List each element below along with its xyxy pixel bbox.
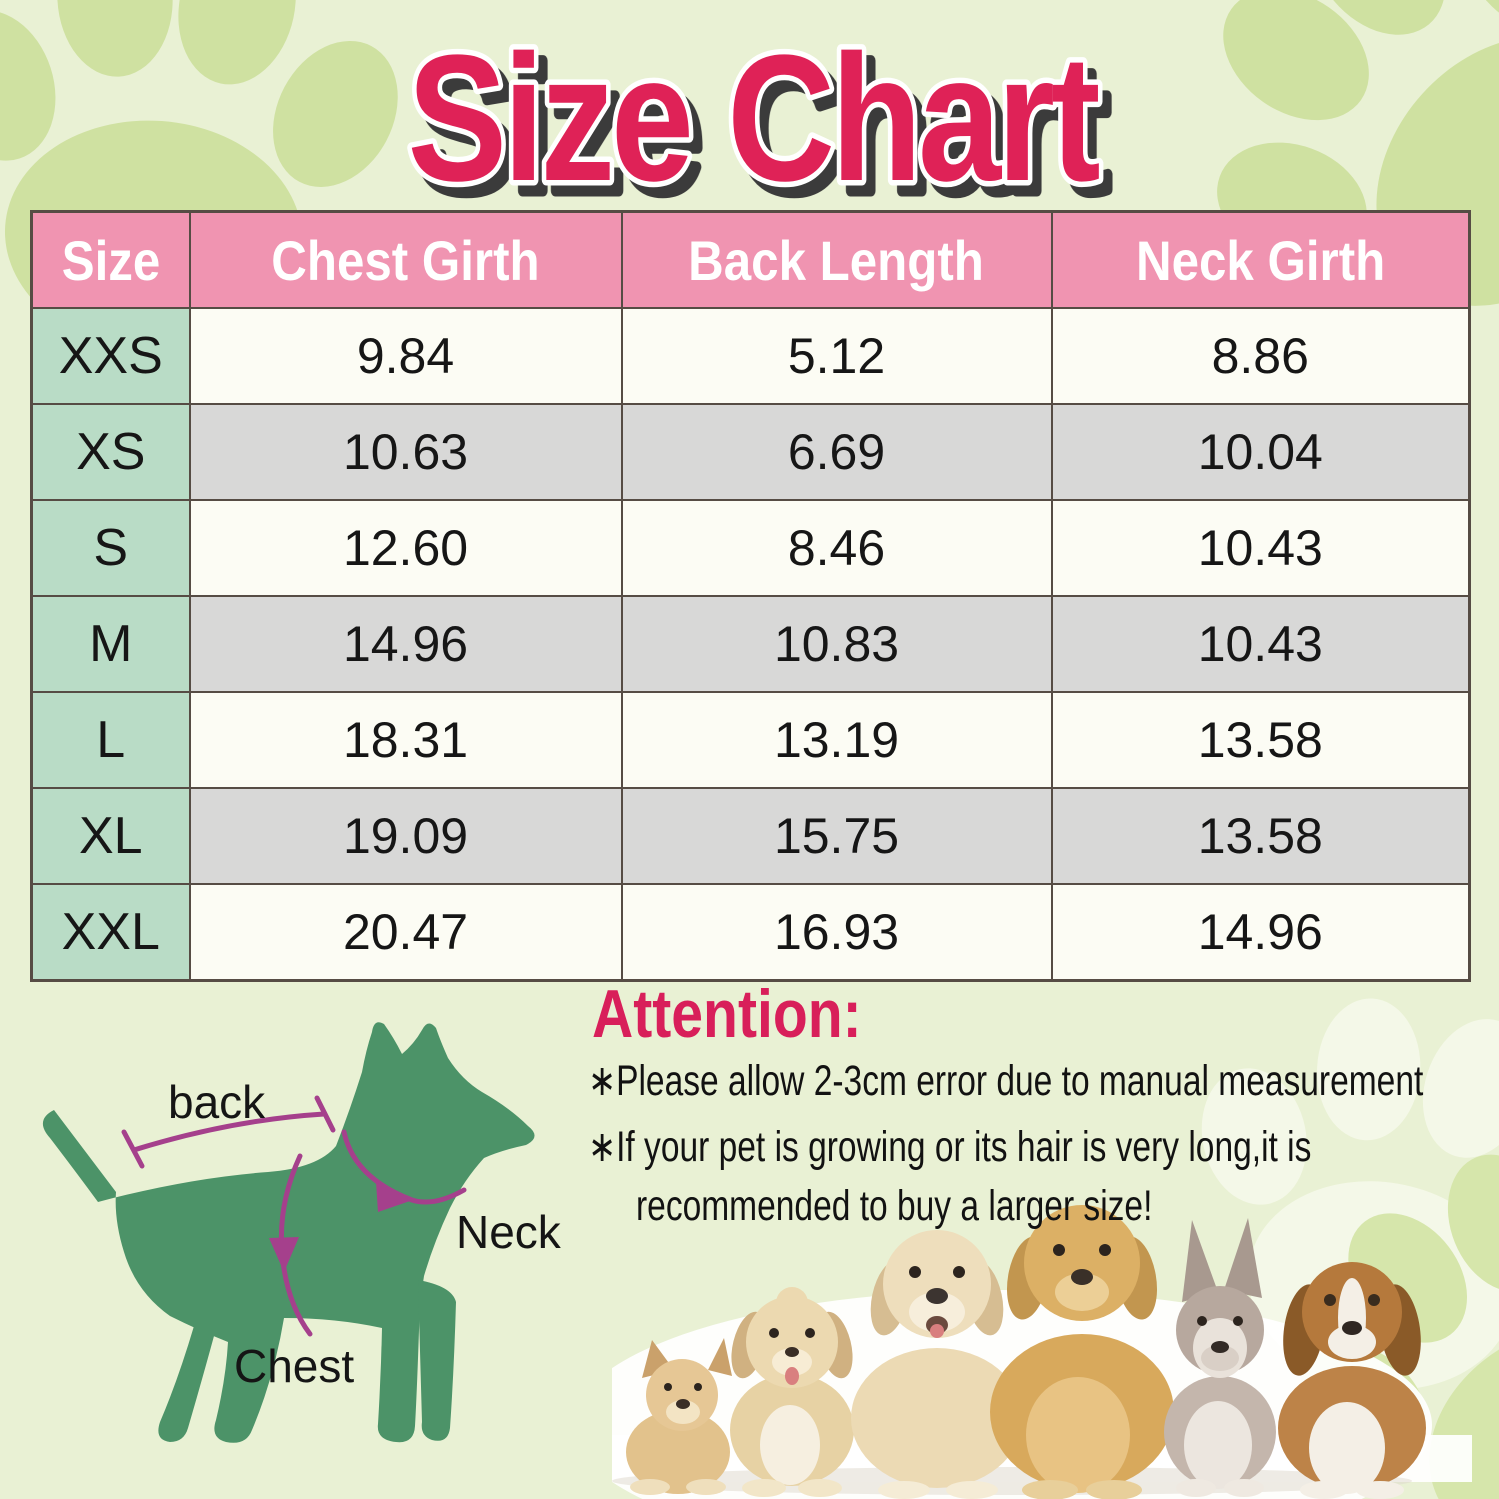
size-cell: XS (30, 403, 191, 501)
dog-measurement-diagram: back Neck Chest (42, 1022, 562, 1443)
attention-note-line: ∗If your pet is growing or its hair is v… (588, 1123, 1312, 1171)
neck-label: Neck (456, 1206, 562, 1258)
back-length-cell: 10.83 (620, 595, 1053, 693)
dog-illustration-labrador (851, 1230, 1023, 1499)
back-length-cell: 5.12 (620, 307, 1053, 405)
neck-girth-cell: 10.04 (1050, 403, 1471, 501)
table-row-s: S 12.60 8.46 10.43 (30, 499, 1471, 597)
neck-girth-cell: 14.96 (1050, 883, 1471, 982)
chest-girth-cell: 18.31 (188, 691, 623, 789)
chest-girth-cell: 10.63 (188, 403, 623, 501)
table-header-row: Size Chest Girth Back Length Neck Girth (30, 210, 1471, 309)
dog-illustration-beagle (1278, 1262, 1426, 1499)
neck-measure-arrow (341, 1129, 467, 1205)
dog-illustration-golden-retriever (990, 1205, 1174, 1499)
dog-illustration-puppy (626, 1338, 732, 1495)
size-cell: XXL (30, 883, 191, 982)
chest-girth-cell: 12.60 (188, 499, 623, 597)
chest-label: Chest (234, 1340, 354, 1392)
chest-girth-cell: 9.84 (188, 307, 623, 405)
size-table: Size Chest Girth Back Length Neck Girth … (30, 210, 1471, 982)
page-title: Size Chart (402, 13, 1108, 215)
back-length-cell: 16.93 (620, 883, 1053, 982)
column-header-size: Size (30, 210, 191, 309)
chest-girth-cell: 14.96 (188, 595, 623, 693)
chest-girth-cell: 19.09 (188, 787, 623, 885)
attention-heading: Attention: (592, 976, 862, 1052)
column-header-neck-girth: Neck Girth (1050, 210, 1471, 309)
neck-girth-cell: 10.43 (1050, 499, 1471, 597)
chest-arrowhead-icon (269, 1237, 299, 1272)
size-cell: XXS (30, 307, 191, 405)
back-length-cell: 13.19 (620, 691, 1053, 789)
size-cell: XL (30, 787, 191, 885)
page-title-text: Size Chart (407, 18, 1099, 215)
back-length-cell: 8.46 (620, 499, 1053, 597)
size-cell: S (30, 499, 191, 597)
back-label: back (168, 1076, 266, 1128)
dogs-photo (612, 1205, 1472, 1499)
size-cell: L (30, 691, 191, 789)
back-measure-line (121, 1095, 336, 1169)
column-header-chest-girth: Chest Girth (188, 210, 623, 309)
dog-illustration-french-bulldog (1164, 1218, 1276, 1497)
dog-silhouette-icon (42, 1022, 535, 1443)
neck-girth-cell: 13.58 (1050, 787, 1471, 885)
attention-note-line: ∗Please allow 2-3cm error due to manual … (588, 1057, 1424, 1105)
size-cell: M (30, 595, 191, 693)
table-row-m: M 14.96 10.83 10.43 (30, 595, 1471, 693)
table-row-xxl: XXL 20.47 16.93 14.96 (30, 883, 1471, 982)
table-row-xxs: XXS 9.84 5.12 8.86 (30, 307, 1471, 405)
neck-girth-cell: 10.43 (1050, 595, 1471, 693)
table-row-l: L 18.31 13.19 13.58 (30, 691, 1471, 789)
neck-arrowhead-icon (376, 1182, 410, 1212)
table-row-xl: XL 19.09 15.75 13.58 (30, 787, 1471, 885)
dog-illustration-fluffy-puppy (730, 1287, 854, 1497)
table-row-xs: XS 10.63 6.69 10.04 (30, 403, 1471, 501)
attention-note-line: recommended to buy a larger size! (636, 1182, 1153, 1230)
back-length-cell: 15.75 (620, 787, 1053, 885)
column-header-back-length: Back Length (620, 210, 1053, 309)
back-length-cell: 6.69 (620, 403, 1053, 501)
neck-girth-cell: 8.86 (1050, 307, 1471, 405)
chest-girth-cell: 20.47 (188, 883, 623, 982)
neck-girth-cell: 13.58 (1050, 691, 1471, 789)
